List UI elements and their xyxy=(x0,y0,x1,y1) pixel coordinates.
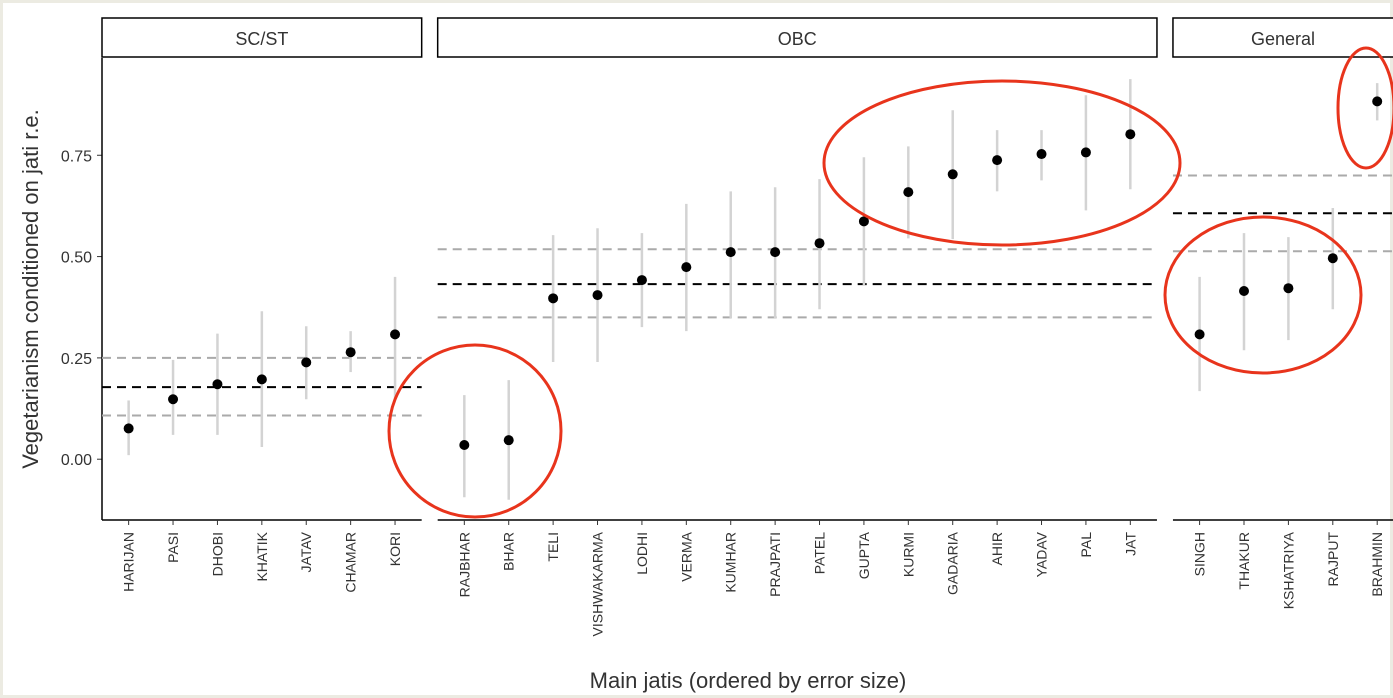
x-tick-label: BRAHMIN xyxy=(1369,532,1385,597)
point xyxy=(770,247,781,258)
point xyxy=(390,329,401,340)
y-tick-label: 0.75 xyxy=(61,148,92,165)
point xyxy=(814,238,825,249)
point xyxy=(256,374,267,385)
facet-title: OBC xyxy=(778,29,817,49)
x-tick-label: DHOBI xyxy=(209,532,225,576)
strip xyxy=(436,17,1158,58)
x-tick-label: GUPTA xyxy=(856,531,872,579)
x-tick-label: GADARIA xyxy=(945,531,961,595)
x-tick-label: PRAJPATI xyxy=(767,532,783,597)
x-tick-label: VERMA xyxy=(678,531,694,581)
facet-title: SC/ST xyxy=(235,29,288,49)
point xyxy=(345,347,356,358)
point xyxy=(459,440,470,451)
plot: 0.00 0.25 0.50 0.75 SC/ST HARIJAN PASI DHOBI KHA… xyxy=(61,17,1393,637)
x-tick-label: SINGH xyxy=(1192,532,1208,576)
point xyxy=(1125,129,1136,140)
point xyxy=(725,247,736,258)
point xyxy=(592,290,603,301)
x-tick-label: BHAR xyxy=(501,532,517,571)
point xyxy=(903,187,914,198)
highlight-circle xyxy=(822,79,1182,247)
x-tick-label: RAJBHAR xyxy=(456,532,472,597)
point xyxy=(1036,149,1047,160)
y-axis-label: Vegetarianism conditioned on jati r.e. xyxy=(18,109,43,469)
point xyxy=(1372,96,1383,107)
x-tick-label: JATAV xyxy=(298,531,314,572)
facet-title: General xyxy=(1251,29,1315,49)
x-tick-label: KHATIK xyxy=(254,531,270,581)
point xyxy=(168,394,179,405)
annotations xyxy=(387,46,1393,519)
point xyxy=(1283,283,1294,294)
x-tick-label: PAL xyxy=(1078,532,1094,558)
highlight-circle xyxy=(1163,215,1363,375)
point xyxy=(212,379,223,390)
point xyxy=(1239,286,1249,297)
highlight-circle xyxy=(387,343,563,519)
point xyxy=(681,262,692,273)
point xyxy=(947,169,958,180)
point xyxy=(1194,329,1205,340)
point xyxy=(548,293,559,304)
x-tick-label: KURMI xyxy=(900,532,916,577)
point xyxy=(301,357,312,368)
point xyxy=(858,216,869,227)
point xyxy=(636,275,647,286)
point xyxy=(503,435,514,446)
x-tick-label: KSHATRIYA xyxy=(1280,531,1296,609)
x-tick-label: RAJPUT xyxy=(1325,532,1341,587)
highlight-circle xyxy=(1336,46,1393,170)
point xyxy=(123,423,134,434)
x-tick-label: JAT xyxy=(1122,532,1138,556)
x-tick-label: HARIJAN xyxy=(121,532,137,592)
x-tick-label: KORI xyxy=(387,532,403,566)
x-tick-label: PASI xyxy=(165,532,181,563)
x-tick-label: VISHWAKARMA xyxy=(590,531,606,636)
point xyxy=(1327,253,1338,264)
x-tick-label: PATEL xyxy=(812,532,828,574)
x-tick-label: THAKUR xyxy=(1236,532,1252,590)
x-tick-label: CHAMAR xyxy=(343,532,359,593)
x-tick-label: KUMHAR xyxy=(723,532,739,593)
x-tick-label: YADAV xyxy=(1034,531,1050,577)
strip xyxy=(101,17,423,58)
point xyxy=(1080,147,1091,158)
x-tick-label: LODHI xyxy=(634,532,650,575)
point xyxy=(992,155,1003,166)
x-axis-label: Main jatis (ordered by error size) xyxy=(590,668,907,693)
y-tick-label: 0.25 xyxy=(61,351,92,368)
y-tick-label: 0.50 xyxy=(61,250,92,267)
x-tick-label: AHIR xyxy=(989,532,1005,565)
y-tick-label: 0.00 xyxy=(61,452,92,469)
x-tick-label: TELI xyxy=(545,532,561,562)
